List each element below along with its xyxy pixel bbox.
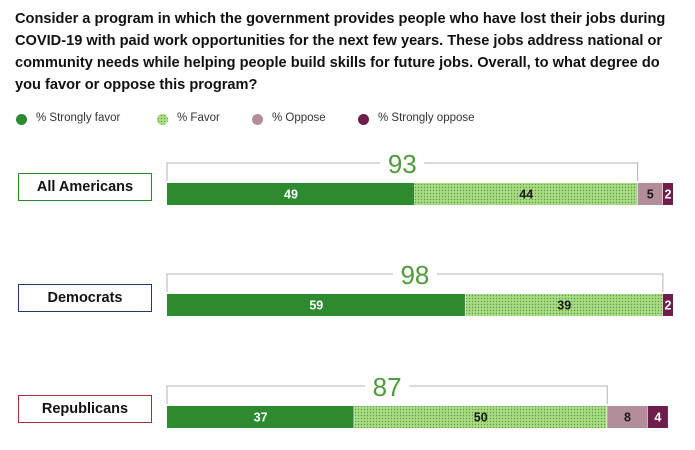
favor-total-label: 98 [400, 260, 429, 290]
value-label-strongly-favor: 59 [309, 299, 323, 313]
group-label-republicans: Republicans [18, 395, 152, 423]
favor-total-label: 93 [388, 149, 417, 179]
value-label-strongly-oppose: 4 [654, 411, 661, 425]
legend-swatch-favor [157, 114, 168, 125]
bar-strongly-oppose [662, 294, 673, 316]
value-label-strongly-favor: 49 [284, 188, 298, 202]
value-label-oppose: 8 [624, 411, 631, 425]
bar-favor [354, 406, 608, 428]
value-label-strongly-oppose: 2 [664, 299, 671, 313]
favor-total-backing [392, 262, 437, 286]
bar-strongly-favor [167, 406, 355, 428]
legend-label-favor: % Favor [177, 112, 220, 124]
legend-swatch-strongly-favor [16, 114, 27, 125]
bar-strongly-favor [167, 294, 466, 316]
group-label-all-americans: All Americans [18, 173, 152, 201]
legend-label-strongly-oppose: % Strongly oppose [378, 112, 475, 124]
value-label-favor: 50 [474, 411, 488, 425]
legend-swatch-strongly-oppose [358, 114, 369, 125]
group-label-democrats: Democrats [18, 284, 152, 312]
legend-label-oppose: % Oppose [272, 112, 326, 124]
favor-total-backing [365, 374, 410, 398]
legend-label-strongly-favor: % Strongly favor [36, 112, 121, 124]
bar-strongly-oppose [662, 183, 673, 205]
favor-total-backing [380, 151, 425, 175]
favor-total-label: 87 [373, 372, 402, 402]
value-label-strongly-favor: 37 [254, 411, 268, 425]
bar-strongly-favor [167, 183, 415, 205]
chart-title: Consider a program in which the governme… [15, 11, 666, 93]
value-label-oppose: 5 [647, 188, 654, 202]
bar-strongly-oppose [647, 406, 668, 428]
value-label-favor: 44 [519, 188, 533, 202]
value-label-strongly-oppose: 2 [664, 188, 671, 202]
bar-oppose [637, 183, 663, 205]
bar-oppose [607, 406, 648, 428]
value-label-favor: 39 [557, 299, 571, 313]
bar-favor [465, 294, 663, 316]
legend-swatch-oppose [252, 114, 263, 125]
bar-favor [414, 183, 638, 205]
